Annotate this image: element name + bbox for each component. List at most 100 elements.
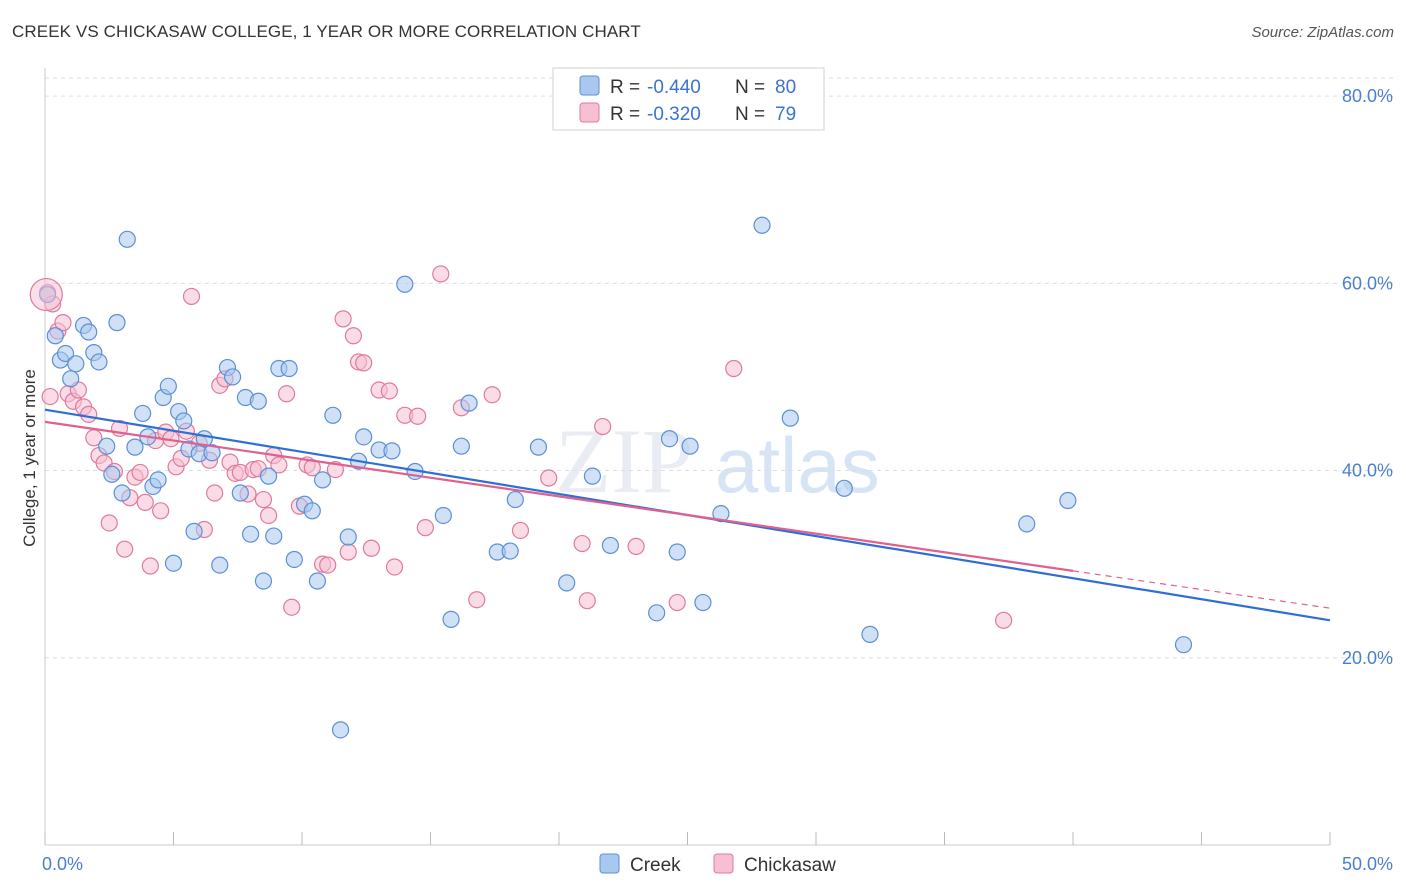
chickasaw-point: [578, 592, 596, 610]
chickasaw-point: [259, 506, 278, 525]
chickasaw-point: [206, 484, 224, 502]
legend-creek-n-value: 80: [775, 77, 796, 98]
creek-point: [506, 490, 524, 509]
creek-point: [681, 437, 699, 455]
creek-point: [331, 721, 350, 739]
chickasaw-regression-line: [44, 420, 1074, 572]
creek-point: [753, 216, 771, 234]
creek-point: [185, 522, 203, 540]
creek-point: [434, 506, 452, 525]
chickasaw-point: [283, 598, 301, 616]
chickasaw-point: [54, 314, 72, 332]
chickasaw-point: [136, 493, 154, 511]
source-note: Source: ZipAtlas.com: [1251, 24, 1394, 41]
creek-point: [159, 377, 177, 395]
y-tick-label: 80.0%: [1342, 86, 1393, 106]
chickasaw-point: [362, 539, 380, 557]
chickasaw-point: [380, 382, 398, 400]
chickasaw-point: [468, 591, 486, 609]
creek-point: [339, 528, 357, 546]
y-tick-labels: 80.0% 60.0% 40.0% 20.0%: [1342, 86, 1393, 668]
chickasaw-point: [416, 519, 434, 537]
creek-point: [583, 467, 602, 485]
legend-swatch-chickasaw: [579, 102, 600, 123]
chickasaw-point: [573, 534, 591, 553]
chickasaw-point: [668, 593, 686, 612]
y-tick-label: 20.0%: [1342, 648, 1393, 668]
creek-point: [103, 465, 121, 483]
creek-point: [324, 406, 342, 424]
chickasaw-point: [141, 557, 159, 575]
creek-point: [1018, 515, 1036, 533]
creek-points: [29, 216, 1193, 739]
chickasaw-point: [80, 405, 98, 423]
creek-point: [98, 437, 116, 455]
creek-point: [126, 438, 144, 456]
legend-creek-r-value: -0.440: [647, 77, 701, 98]
legend-creek-r-label: R =: [610, 77, 640, 98]
chickasaw-point: [277, 385, 296, 403]
chickasaw-point: [131, 463, 149, 482]
regression-lines: [44, 408, 1331, 622]
creek-point: [383, 442, 401, 460]
chickasaw-point: [594, 417, 612, 436]
chickasaw-point: [254, 490, 273, 509]
chickasaw-point: [385, 558, 404, 576]
creek-point: [460, 394, 478, 412]
chickasaw-point: [152, 502, 170, 520]
creek-point: [249, 392, 267, 410]
creek-point: [694, 593, 712, 612]
chickasaw-point: [41, 387, 59, 406]
bottom-legend-swatch-chickasaw: [713, 853, 734, 874]
creek-point: [648, 604, 666, 622]
creek-point: [781, 409, 799, 427]
creek-point: [601, 536, 620, 555]
creek-point: [56, 344, 75, 363]
x-tick-label: 0.0%: [42, 854, 83, 874]
creek-point: [835, 479, 853, 497]
creek-point: [242, 525, 260, 543]
chickasaw-point: [483, 386, 501, 404]
creek-point: [452, 437, 470, 455]
creek-point: [113, 484, 131, 502]
creek-point: [355, 428, 373, 446]
creek-point: [62, 370, 80, 388]
chickasaw-point: [540, 469, 558, 487]
creek-point: [313, 471, 332, 489]
chickasaw-regression-extension: [1072, 570, 1331, 609]
chickasaw-point: [270, 456, 288, 474]
creek-point: [712, 505, 730, 523]
gridlines: [45, 77, 1393, 659]
creek-point: [308, 572, 327, 590]
chickasaw-point: [100, 514, 118, 532]
creek-point: [175, 412, 193, 430]
chickasaw-point: [355, 354, 373, 372]
chickasaw-point: [432, 265, 450, 283]
creek-point: [280, 359, 298, 378]
x-tick-labels: 0.0% 50.0%: [42, 854, 1393, 874]
creek-point: [861, 625, 879, 643]
creek-point: [224, 368, 242, 386]
creek-point: [203, 444, 221, 462]
watermark-atlas: atlas: [715, 421, 880, 509]
series-legend: Creek Chickasaw: [599, 853, 836, 876]
legend-chickasaw-n-value: 79: [775, 104, 796, 125]
bottom-legend-creek-label: Creek: [630, 855, 681, 876]
legend-swatch-creek: [579, 75, 600, 96]
creek-point: [108, 314, 126, 332]
legend-chickasaw-n-label: N =: [735, 104, 765, 125]
creek-point: [1174, 636, 1193, 654]
legend-creek-n-label: N =: [735, 77, 765, 98]
creek-point: [149, 471, 167, 489]
y-axis-label: College, 1 year or more: [20, 369, 39, 547]
correlation-legend: R = -0.440 N = 80 R = -0.320 N = 79: [552, 67, 825, 131]
creek-point: [254, 572, 273, 590]
bottom-legend-chickasaw-label: Chickasaw: [744, 855, 836, 876]
chickasaw-points: [38, 265, 1013, 629]
creek-point: [134, 404, 152, 423]
creek-point: [442, 610, 460, 628]
chickasaw-point: [995, 611, 1013, 629]
bottom-legend-swatch-creek: [599, 853, 620, 874]
creek-point: [90, 353, 108, 371]
